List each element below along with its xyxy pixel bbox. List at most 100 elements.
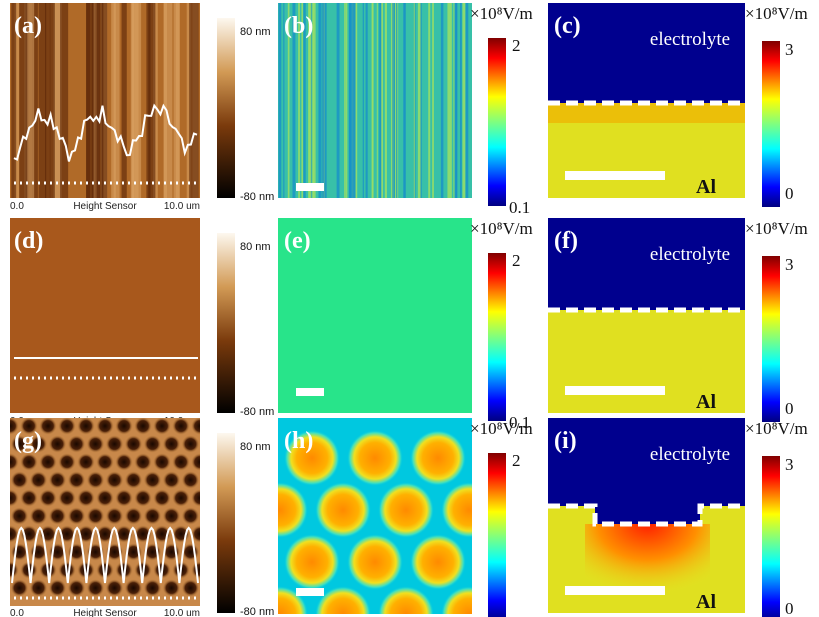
colorbar (217, 433, 235, 613)
afm-pit (163, 579, 181, 597)
field-spot (410, 534, 466, 590)
field-spot (252, 482, 308, 538)
afm-pit (134, 489, 152, 507)
afm-pit (49, 579, 67, 597)
afm-pit (163, 435, 181, 453)
afm-pit (49, 507, 67, 525)
colorbar-max: 3 (785, 455, 794, 474)
colorbar-min: 0 (785, 184, 794, 203)
sim-hot (585, 524, 710, 614)
region-bottom: Al (696, 391, 716, 413)
colorbar-max: 80 nm (240, 441, 271, 453)
afm-pit (182, 471, 200, 489)
afm-pit (134, 453, 152, 471)
region-top: electrolyte (650, 244, 730, 265)
field-stripe (346, 3, 348, 198)
colorbar-min: -80 nm (240, 191, 274, 203)
field-stripe (279, 3, 282, 198)
figure: (a)0.0Height Sensor10.0 um80 nm-80 nm(b)… (0, 0, 819, 617)
afm-pit (87, 579, 105, 597)
afm-pit (182, 435, 200, 453)
panel-label: (b) (284, 13, 313, 39)
colorbar (762, 456, 780, 617)
axis-start: 0.0 (10, 608, 24, 617)
afm-pit (115, 489, 133, 507)
afm-pit (1, 453, 19, 471)
panel-label: (i) (554, 428, 577, 454)
colorbar-max: 80 nm (240, 26, 271, 38)
field-spots (221, 418, 560, 617)
afm-pit (153, 453, 171, 471)
afm-pit (77, 453, 95, 471)
afm-pit (106, 507, 124, 525)
afm-stripe (60, 3, 68, 198)
colorbar (217, 18, 235, 198)
afm-pit (125, 579, 143, 597)
afm-pit (201, 435, 219, 453)
afm-stripe (164, 3, 173, 198)
field-stripe (447, 3, 449, 198)
colorbar-min: -80 nm (240, 606, 274, 617)
afm-pit (30, 507, 48, 525)
axis-name: Height Sensor (73, 201, 137, 212)
colorbar-min: 0.1 (509, 613, 530, 617)
axis-name: Height Sensor (73, 608, 137, 617)
afm-pit (201, 471, 219, 489)
afm-pit (163, 507, 181, 525)
scale-bar (565, 586, 665, 595)
field-stripe (456, 3, 458, 198)
afm-stripe (189, 3, 198, 198)
colorbar (217, 233, 235, 413)
colorbar-unit: ×10⁸V/m (470, 219, 533, 238)
afm-pit (11, 471, 29, 489)
afm-pit (1, 525, 19, 543)
colorbar-unit: ×10⁸V/m (745, 219, 808, 238)
colorbar-max: 3 (785, 255, 794, 274)
afm-pit (39, 489, 57, 507)
field-stripe (382, 3, 383, 198)
afm-stripe (176, 3, 180, 198)
afm-pit (125, 435, 143, 453)
afm-pit (144, 435, 162, 453)
colorbar-max: 2 (512, 36, 521, 55)
colorbar (488, 453, 506, 617)
afm-pit (20, 453, 38, 471)
colorbar-min: 0 (785, 399, 794, 418)
afm-pit (58, 453, 76, 471)
afm-stripe (111, 3, 116, 198)
field-stripe (372, 3, 374, 198)
afm-pit (68, 507, 86, 525)
afm-pit (191, 417, 209, 435)
field-spot (347, 430, 403, 486)
panel-label: (g) (14, 428, 42, 454)
field-stripe (337, 3, 339, 198)
colorbar-unit: ×10⁸V/m (745, 419, 808, 438)
afm-pit (68, 435, 86, 453)
colorbar (762, 41, 780, 207)
afm-pit (106, 579, 124, 597)
field-stripe (377, 3, 378, 198)
afm-pit (172, 489, 190, 507)
afm-pit (11, 579, 29, 597)
afm-pit (49, 471, 67, 489)
afm-pit (1, 489, 19, 507)
afm-pit (115, 453, 133, 471)
colorbar-min: 0 (785, 599, 794, 617)
field-spot (410, 430, 466, 486)
scale-bar (565, 386, 665, 395)
field-spot (315, 482, 371, 538)
axis-start: 0.0 (10, 201, 24, 212)
afm-pit (182, 507, 200, 525)
field-stripe (351, 3, 354, 198)
scale-bar (296, 588, 324, 596)
afm-pit (20, 489, 38, 507)
afm-pit (153, 489, 171, 507)
scale-bar (296, 388, 324, 396)
field-stripe (363, 3, 364, 198)
afm-stripe (122, 3, 127, 198)
colorbar-min: 0.1 (509, 198, 530, 217)
field-stripe (322, 3, 324, 198)
afm-pit (58, 417, 76, 435)
afm-pit (201, 579, 219, 597)
field-stripe (366, 3, 368, 198)
